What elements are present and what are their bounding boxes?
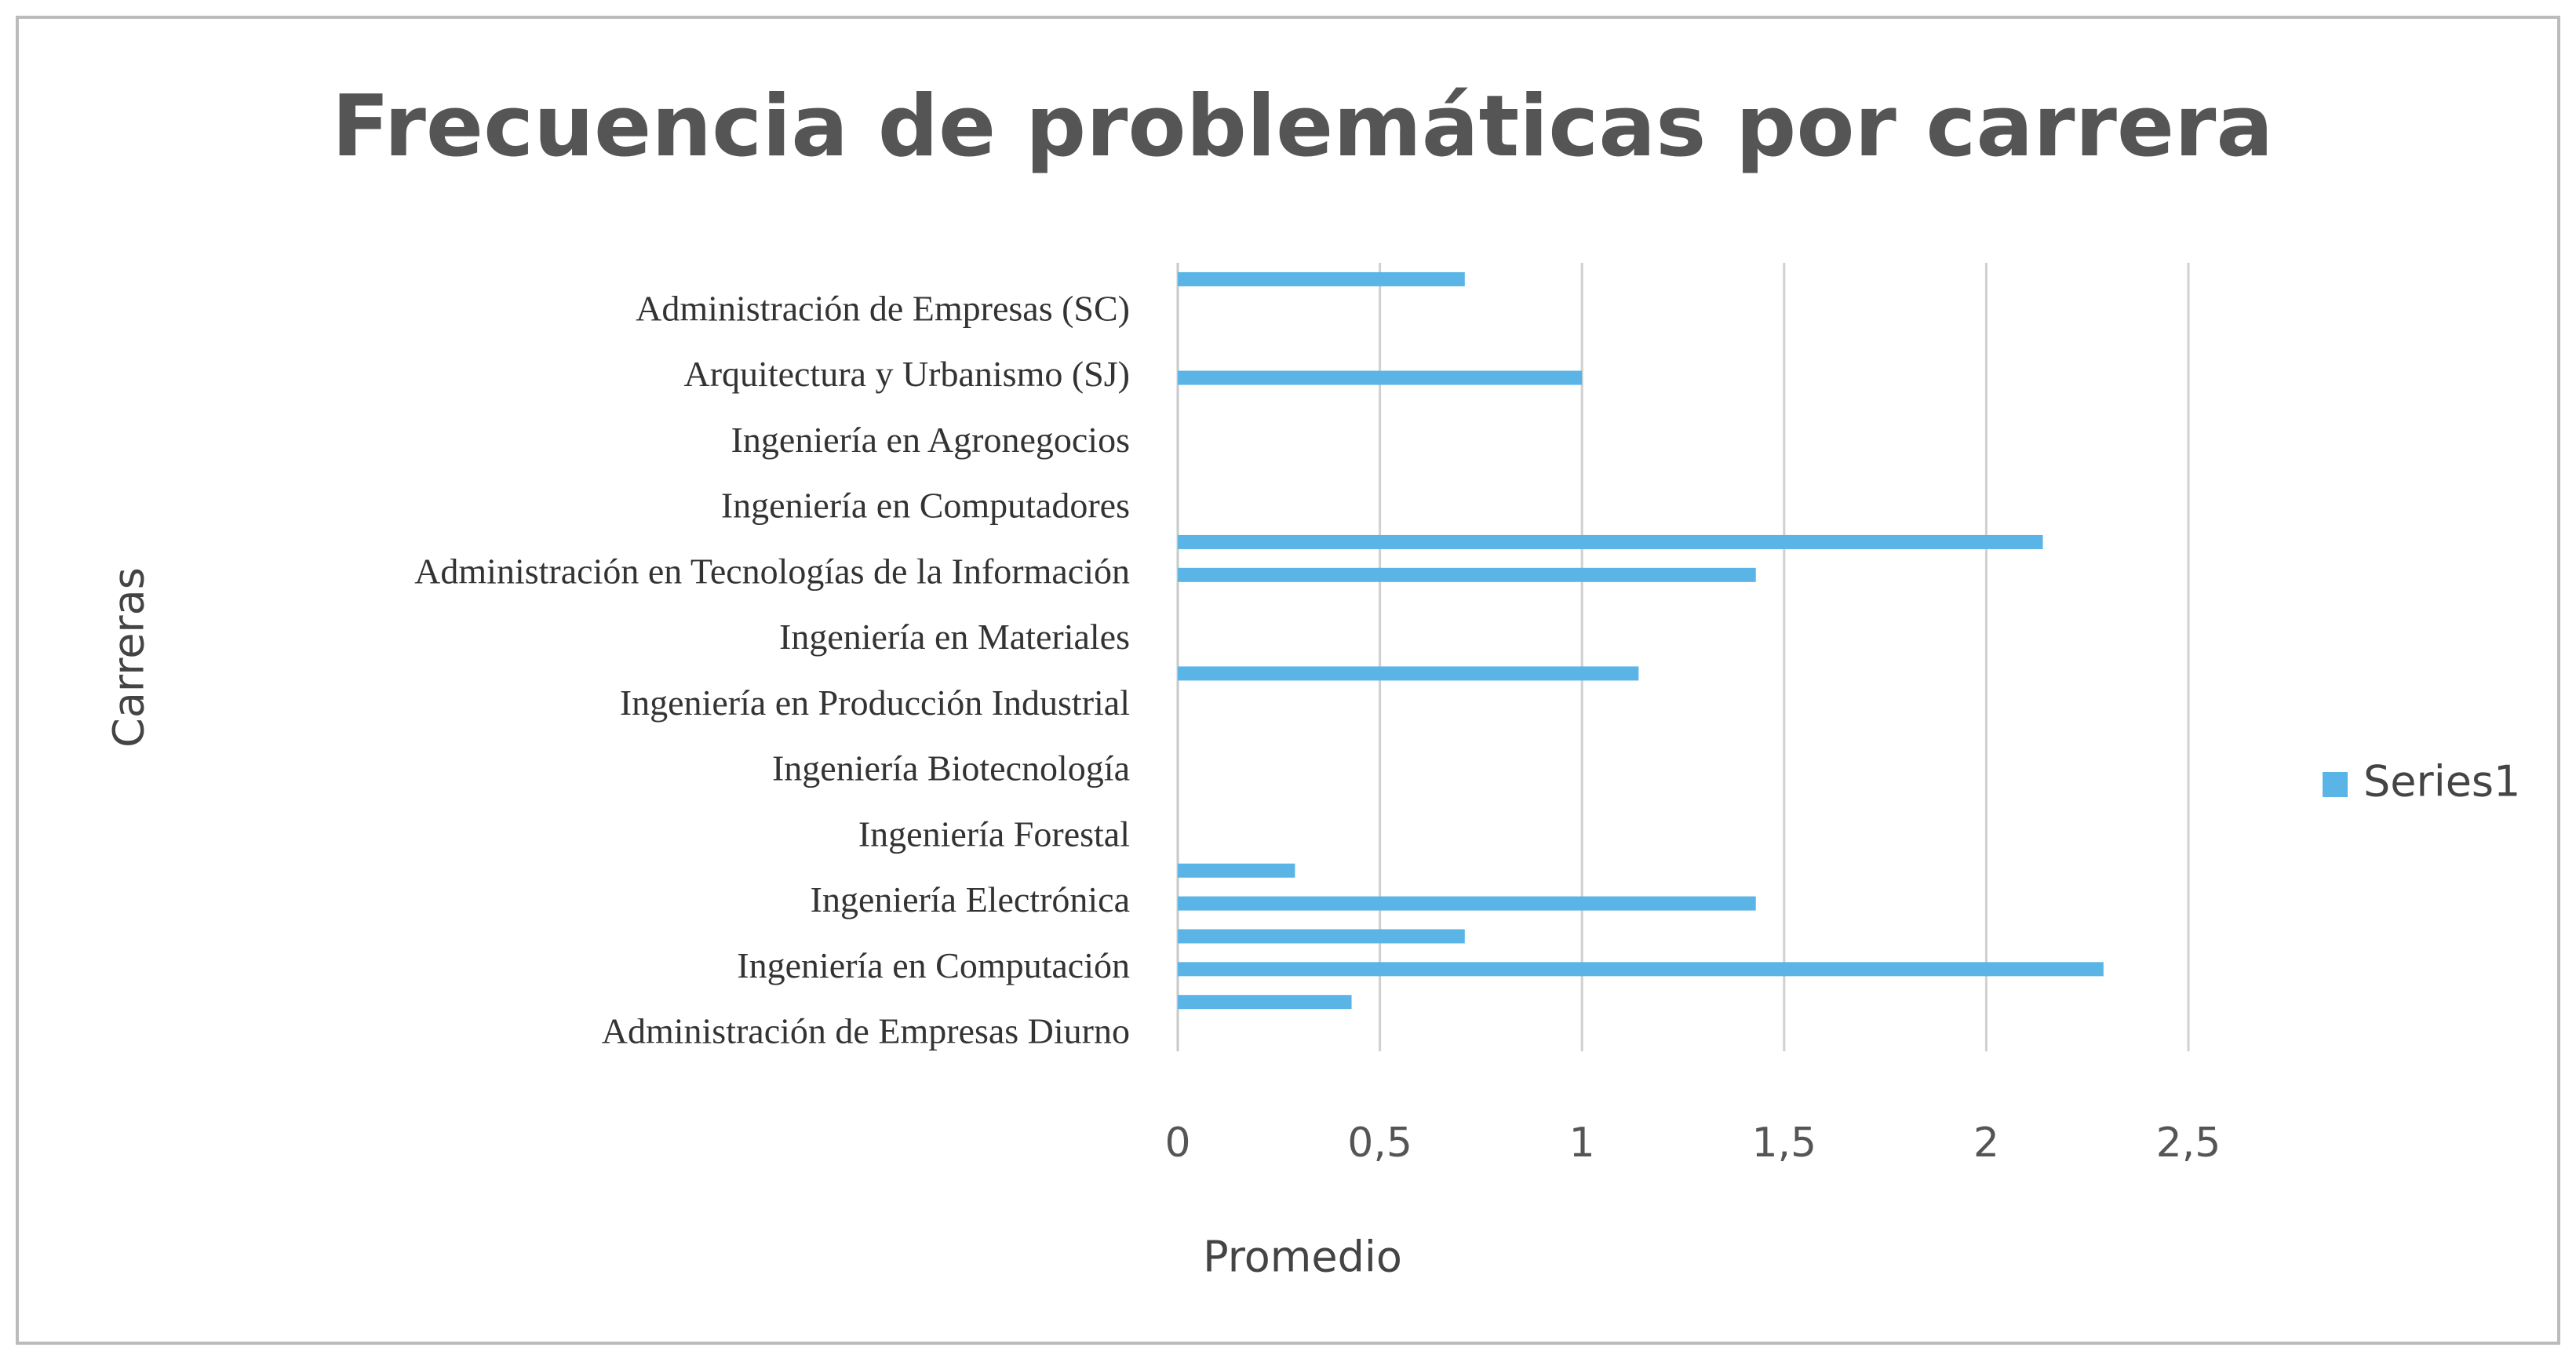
x-tick-label: 2,5 [2156, 1120, 2221, 1167]
y-tick-label: Ingeniería Forestal [858, 814, 1130, 854]
bar [1178, 929, 1465, 944]
y-tick-label: Ingeniería en Producción Industrial [620, 683, 1130, 723]
y-tick-label: Administración en Tecnologías de la Info… [414, 551, 1130, 591]
x-tick-label: 1,5 [1751, 1120, 1816, 1167]
y-tick-label: Ingeniería en Agronegocios [731, 420, 1130, 460]
y-tick-label: Administración de Empresas Diurno [602, 1011, 1130, 1051]
bar [1178, 863, 1295, 878]
bar [1178, 534, 2043, 549]
x-tick-label: 0,5 [1347, 1120, 1412, 1167]
y-axis-title: Carreras [104, 567, 154, 748]
bar [1178, 995, 1352, 1010]
bar [1178, 666, 1639, 681]
legend-label: Series1 [2363, 757, 2520, 807]
bar [1178, 896, 1756, 911]
y-tick-label: Ingeniería en Computadores [721, 486, 1130, 526]
x-tick-label: 0 [1164, 1120, 1190, 1167]
y-tick-label: Administración de Empresas (SC) [636, 288, 1130, 328]
y-tick-label: Arquitectura y Urbanismo (SJ) [684, 354, 1131, 394]
legend-swatch [2323, 772, 2348, 797]
y-tick-label: Ingeniería Electrónica [811, 879, 1130, 919]
chart-title: Frecuencia de problemáticas por carrera [332, 78, 2273, 176]
bar [1178, 567, 1756, 582]
x-tick-label: 1 [1569, 1120, 1595, 1167]
x-tick-label: 2 [1973, 1120, 1999, 1167]
bar [1178, 370, 1583, 385]
y-tick-label: Ingeniería en Computación [737, 945, 1130, 985]
y-tick-label: Ingeniería en Materiales [779, 617, 1130, 657]
y-tick-label: Ingeniería Biotecnología [772, 748, 1130, 788]
bar [1178, 271, 1465, 286]
x-axis-title: Promedio [1203, 1233, 1402, 1282]
bar [1178, 962, 2104, 977]
